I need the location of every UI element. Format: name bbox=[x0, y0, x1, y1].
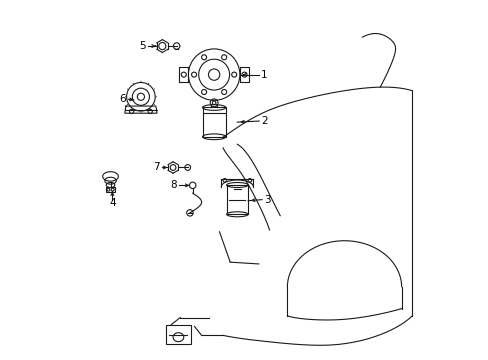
Text: 4: 4 bbox=[109, 198, 115, 208]
Text: 2: 2 bbox=[261, 116, 267, 126]
Text: 7: 7 bbox=[153, 162, 159, 172]
Text: 5: 5 bbox=[140, 41, 146, 51]
Text: 6: 6 bbox=[119, 94, 125, 104]
Text: 3: 3 bbox=[264, 195, 270, 204]
Bar bbox=[165, 325, 190, 344]
Text: 8: 8 bbox=[170, 180, 177, 190]
Bar bbox=[226, 185, 247, 214]
Bar bbox=[202, 108, 225, 137]
Text: 1: 1 bbox=[261, 69, 267, 80]
Bar bbox=[106, 187, 115, 192]
